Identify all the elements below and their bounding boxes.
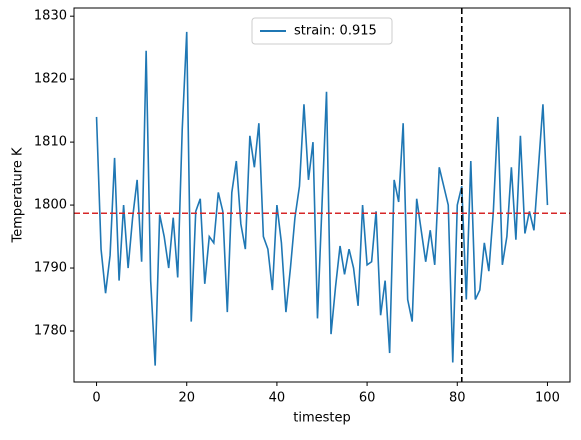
y-tick-label: 1800: [34, 198, 67, 213]
x-tick-label: 20: [178, 391, 195, 406]
y-tick-label: 1830: [34, 9, 67, 24]
x-tick-label: 80: [449, 391, 466, 406]
plot-frame: [73, 7, 571, 383]
x-tick-label: 100: [535, 391, 560, 406]
y-tick-label: 1780: [34, 324, 67, 339]
y-tick-label: 1820: [34, 72, 67, 87]
x-axis-label: timestep: [293, 411, 351, 426]
x-tick-label: 40: [269, 391, 286, 406]
x-tick-label: 60: [359, 391, 376, 406]
y-axis-label: Temperature K: [11, 147, 26, 243]
y-tick-label: 1810: [34, 135, 67, 150]
legend-box: [251, 17, 393, 45]
x-tick-label: 0: [92, 391, 100, 406]
y-tick-label: 1790: [34, 261, 67, 276]
legend-label: strain: 0.915: [294, 24, 377, 39]
line: [95, 31, 549, 366]
